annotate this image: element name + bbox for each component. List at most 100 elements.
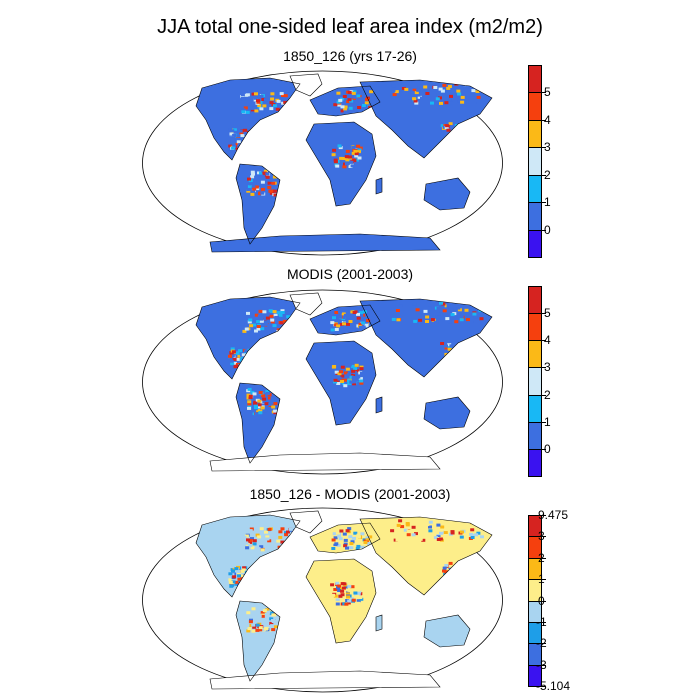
field-cell [335,581,340,585]
colorbar-tick-label: 3 [544,360,551,375]
field-cell [400,525,405,529]
field-cell [440,342,445,345]
field-cell [343,107,348,111]
field-cell [245,110,250,114]
field-cell [460,100,465,104]
colorbar-segment [528,119,542,149]
field-cell [423,309,428,313]
field-cell [248,541,253,545]
field-cell [265,392,270,395]
field-cell [279,321,284,325]
africa-region [306,559,376,643]
field-cell [350,540,355,544]
field-cell [396,318,401,322]
colorbar-segment [528,515,542,538]
field-cell [358,377,363,381]
field-cell [272,324,277,328]
colorbar-tick-label: 2 [538,550,545,565]
field-cell [255,533,260,537]
field-cell [333,160,338,164]
field-cell [450,313,455,317]
field-cell [355,324,360,328]
panel-2-title: MODIS (2001-2003) [286,266,414,282]
field-cell [338,383,343,387]
field-cell [459,318,464,322]
field-cell [476,95,481,99]
panel-3-map-svg [142,507,503,693]
field-cell [413,319,418,323]
field-cell [406,533,411,537]
field-cell [250,546,255,550]
field-cell [341,91,346,94]
field-cell [359,381,364,385]
field-cell [228,354,232,358]
field-cell [256,99,260,103]
field-cell [280,309,285,313]
field-cell [352,159,357,163]
field-cell [273,193,278,197]
colorbar-tick-label: 4 [544,333,551,348]
field-cell [231,350,236,354]
field-cell [254,406,258,410]
field-cell [238,359,243,363]
field-cell [434,321,439,324]
colorbar-tick-label: -3 [536,657,547,672]
field-cell [248,318,253,322]
field-cell [354,158,359,162]
field-cell [254,185,259,189]
field-cell [336,382,341,385]
field-cell [341,312,346,316]
field-cell [338,315,342,319]
field-cell [443,570,448,574]
field-cell [262,609,267,613]
field-cell [243,128,248,132]
field-cell [351,151,356,155]
field-cell [351,376,356,379]
colorbar-tick [542,448,546,450]
field-cell [441,130,446,133]
colorbar-tick [542,600,546,602]
field-cell [352,90,357,94]
field-cell [342,95,347,98]
field-cell [347,599,352,603]
field-cell [440,124,445,128]
field-cell [265,390,270,393]
field-cell [342,602,347,606]
field-cell [247,406,251,410]
field-cell [394,94,399,98]
field-cell [412,302,417,306]
field-cell [457,92,462,96]
field-cell [269,544,274,548]
field-cell [340,374,345,378]
field-cell [263,317,268,321]
field-cell [246,538,250,542]
field-cell [356,533,361,537]
field-cell [255,187,260,191]
field-cell [340,589,345,593]
field-cell [334,98,339,102]
colorbar-segment [528,448,542,477]
field-cell [256,405,261,409]
colorbar-segment [528,313,542,342]
field-cell [411,533,416,537]
field-cell [335,602,340,606]
field-cell [444,346,449,350]
field-cell [338,310,342,314]
field-cell [391,317,396,321]
field-cell [260,400,265,404]
field-cell [361,325,366,329]
field-cell [266,319,271,323]
field-cell [238,349,242,353]
europe-coastline [309,304,381,336]
field-cell [457,99,462,103]
field-cell [250,111,255,115]
field-cell [263,98,268,102]
field-cell [245,93,250,97]
field-cell [337,584,342,588]
field-cell [336,543,341,547]
field-cell [237,574,241,578]
field-cell [228,144,233,148]
field-cell [286,530,290,534]
field-cell [277,316,282,320]
field-cell [331,538,336,542]
